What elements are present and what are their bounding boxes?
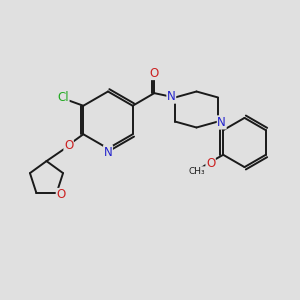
Text: O: O <box>150 67 159 80</box>
Text: N: N <box>217 116 226 129</box>
Text: N: N <box>167 90 176 103</box>
Text: N: N <box>103 146 112 159</box>
Text: CH₃: CH₃ <box>188 167 205 176</box>
Text: O: O <box>64 139 73 152</box>
Text: O: O <box>56 188 66 202</box>
Text: Cl: Cl <box>57 92 69 104</box>
Text: O: O <box>206 157 215 170</box>
